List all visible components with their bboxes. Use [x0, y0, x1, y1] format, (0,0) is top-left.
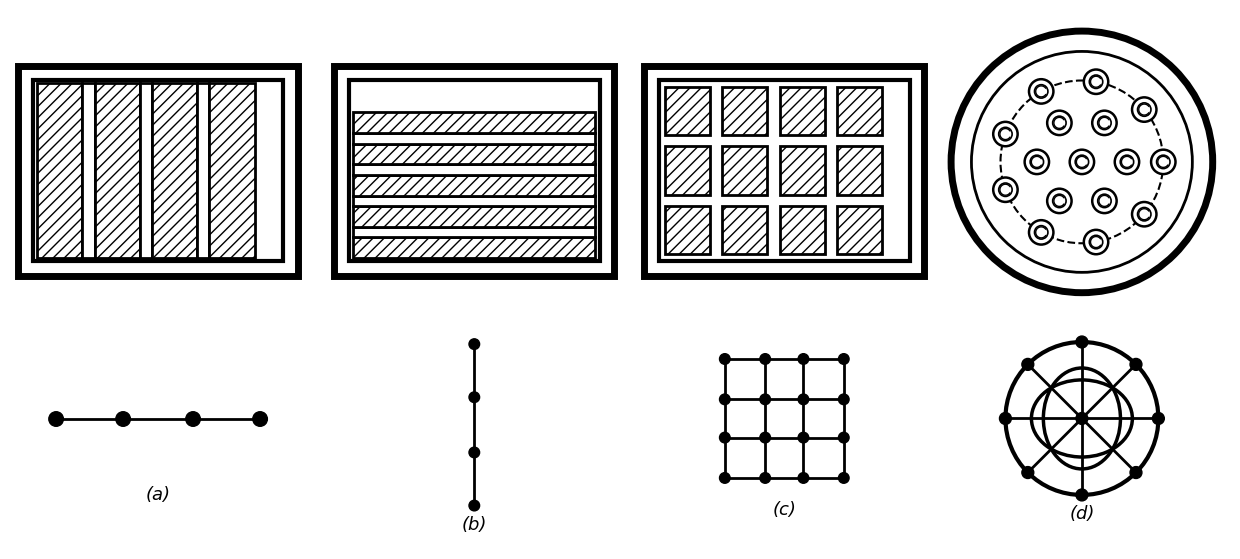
Bar — [665, 206, 711, 254]
Bar — [94, 83, 140, 258]
Circle shape — [1084, 69, 1109, 94]
Circle shape — [799, 354, 808, 364]
Bar — [722, 146, 768, 195]
Circle shape — [799, 432, 808, 443]
Bar — [722, 87, 768, 135]
Bar — [722, 206, 768, 254]
Circle shape — [469, 500, 480, 511]
Bar — [353, 175, 595, 196]
Bar — [837, 146, 882, 195]
Circle shape — [971, 51, 1193, 272]
Bar — [37, 83, 82, 258]
Circle shape — [760, 472, 770, 483]
Bar — [140, 83, 153, 258]
Circle shape — [1115, 150, 1140, 174]
Circle shape — [1076, 336, 1087, 348]
Bar — [353, 144, 595, 164]
Circle shape — [838, 354, 849, 364]
Bar — [353, 112, 595, 133]
Bar — [665, 87, 711, 135]
Circle shape — [838, 394, 849, 405]
Circle shape — [760, 432, 770, 443]
Text: (c): (c) — [773, 501, 796, 519]
Circle shape — [1029, 220, 1054, 245]
Circle shape — [469, 447, 480, 458]
Circle shape — [48, 412, 63, 427]
Circle shape — [1076, 413, 1087, 424]
Text: (b): (b) — [461, 515, 487, 534]
Circle shape — [1022, 467, 1034, 479]
Circle shape — [469, 339, 480, 349]
Circle shape — [1084, 230, 1109, 254]
Bar — [197, 83, 210, 258]
Bar — [353, 196, 595, 206]
Bar — [780, 146, 825, 195]
Bar — [210, 83, 254, 258]
Text: (a): (a) — [145, 486, 171, 504]
Circle shape — [1076, 489, 1087, 501]
Circle shape — [1070, 150, 1094, 174]
Circle shape — [1024, 150, 1049, 174]
Circle shape — [999, 413, 1012, 424]
Bar — [353, 164, 595, 175]
Bar — [353, 133, 595, 144]
Bar — [780, 206, 825, 254]
Circle shape — [186, 412, 201, 427]
Circle shape — [719, 354, 730, 364]
Circle shape — [1047, 189, 1071, 213]
Text: (d): (d) — [1069, 505, 1095, 523]
Circle shape — [719, 472, 730, 483]
Circle shape — [799, 394, 808, 405]
Circle shape — [253, 412, 268, 427]
Circle shape — [469, 392, 480, 402]
Circle shape — [1130, 358, 1142, 371]
Circle shape — [1092, 189, 1117, 213]
Bar — [153, 83, 197, 258]
Circle shape — [760, 354, 770, 364]
Circle shape — [1151, 150, 1176, 174]
Bar — [353, 237, 595, 258]
Bar — [665, 146, 711, 195]
Circle shape — [1092, 111, 1117, 135]
Bar — [658, 80, 910, 261]
Circle shape — [838, 472, 849, 483]
Circle shape — [1130, 467, 1142, 479]
Bar — [82, 83, 94, 258]
Circle shape — [1029, 79, 1054, 103]
Circle shape — [1132, 202, 1157, 226]
Circle shape — [838, 432, 849, 443]
Circle shape — [799, 472, 808, 483]
Circle shape — [1022, 358, 1034, 371]
Bar — [780, 87, 825, 135]
Bar — [837, 87, 882, 135]
Bar — [353, 206, 595, 227]
Circle shape — [760, 394, 770, 405]
Circle shape — [719, 432, 730, 443]
Circle shape — [993, 122, 1018, 146]
Circle shape — [719, 394, 730, 405]
Circle shape — [1132, 97, 1157, 122]
Circle shape — [993, 178, 1018, 202]
Circle shape — [1152, 413, 1164, 424]
Circle shape — [951, 31, 1213, 293]
Circle shape — [115, 412, 130, 427]
Bar — [837, 206, 882, 254]
Bar — [32, 80, 284, 261]
Bar — [348, 80, 600, 261]
Circle shape — [1047, 111, 1071, 135]
Bar — [353, 227, 595, 237]
